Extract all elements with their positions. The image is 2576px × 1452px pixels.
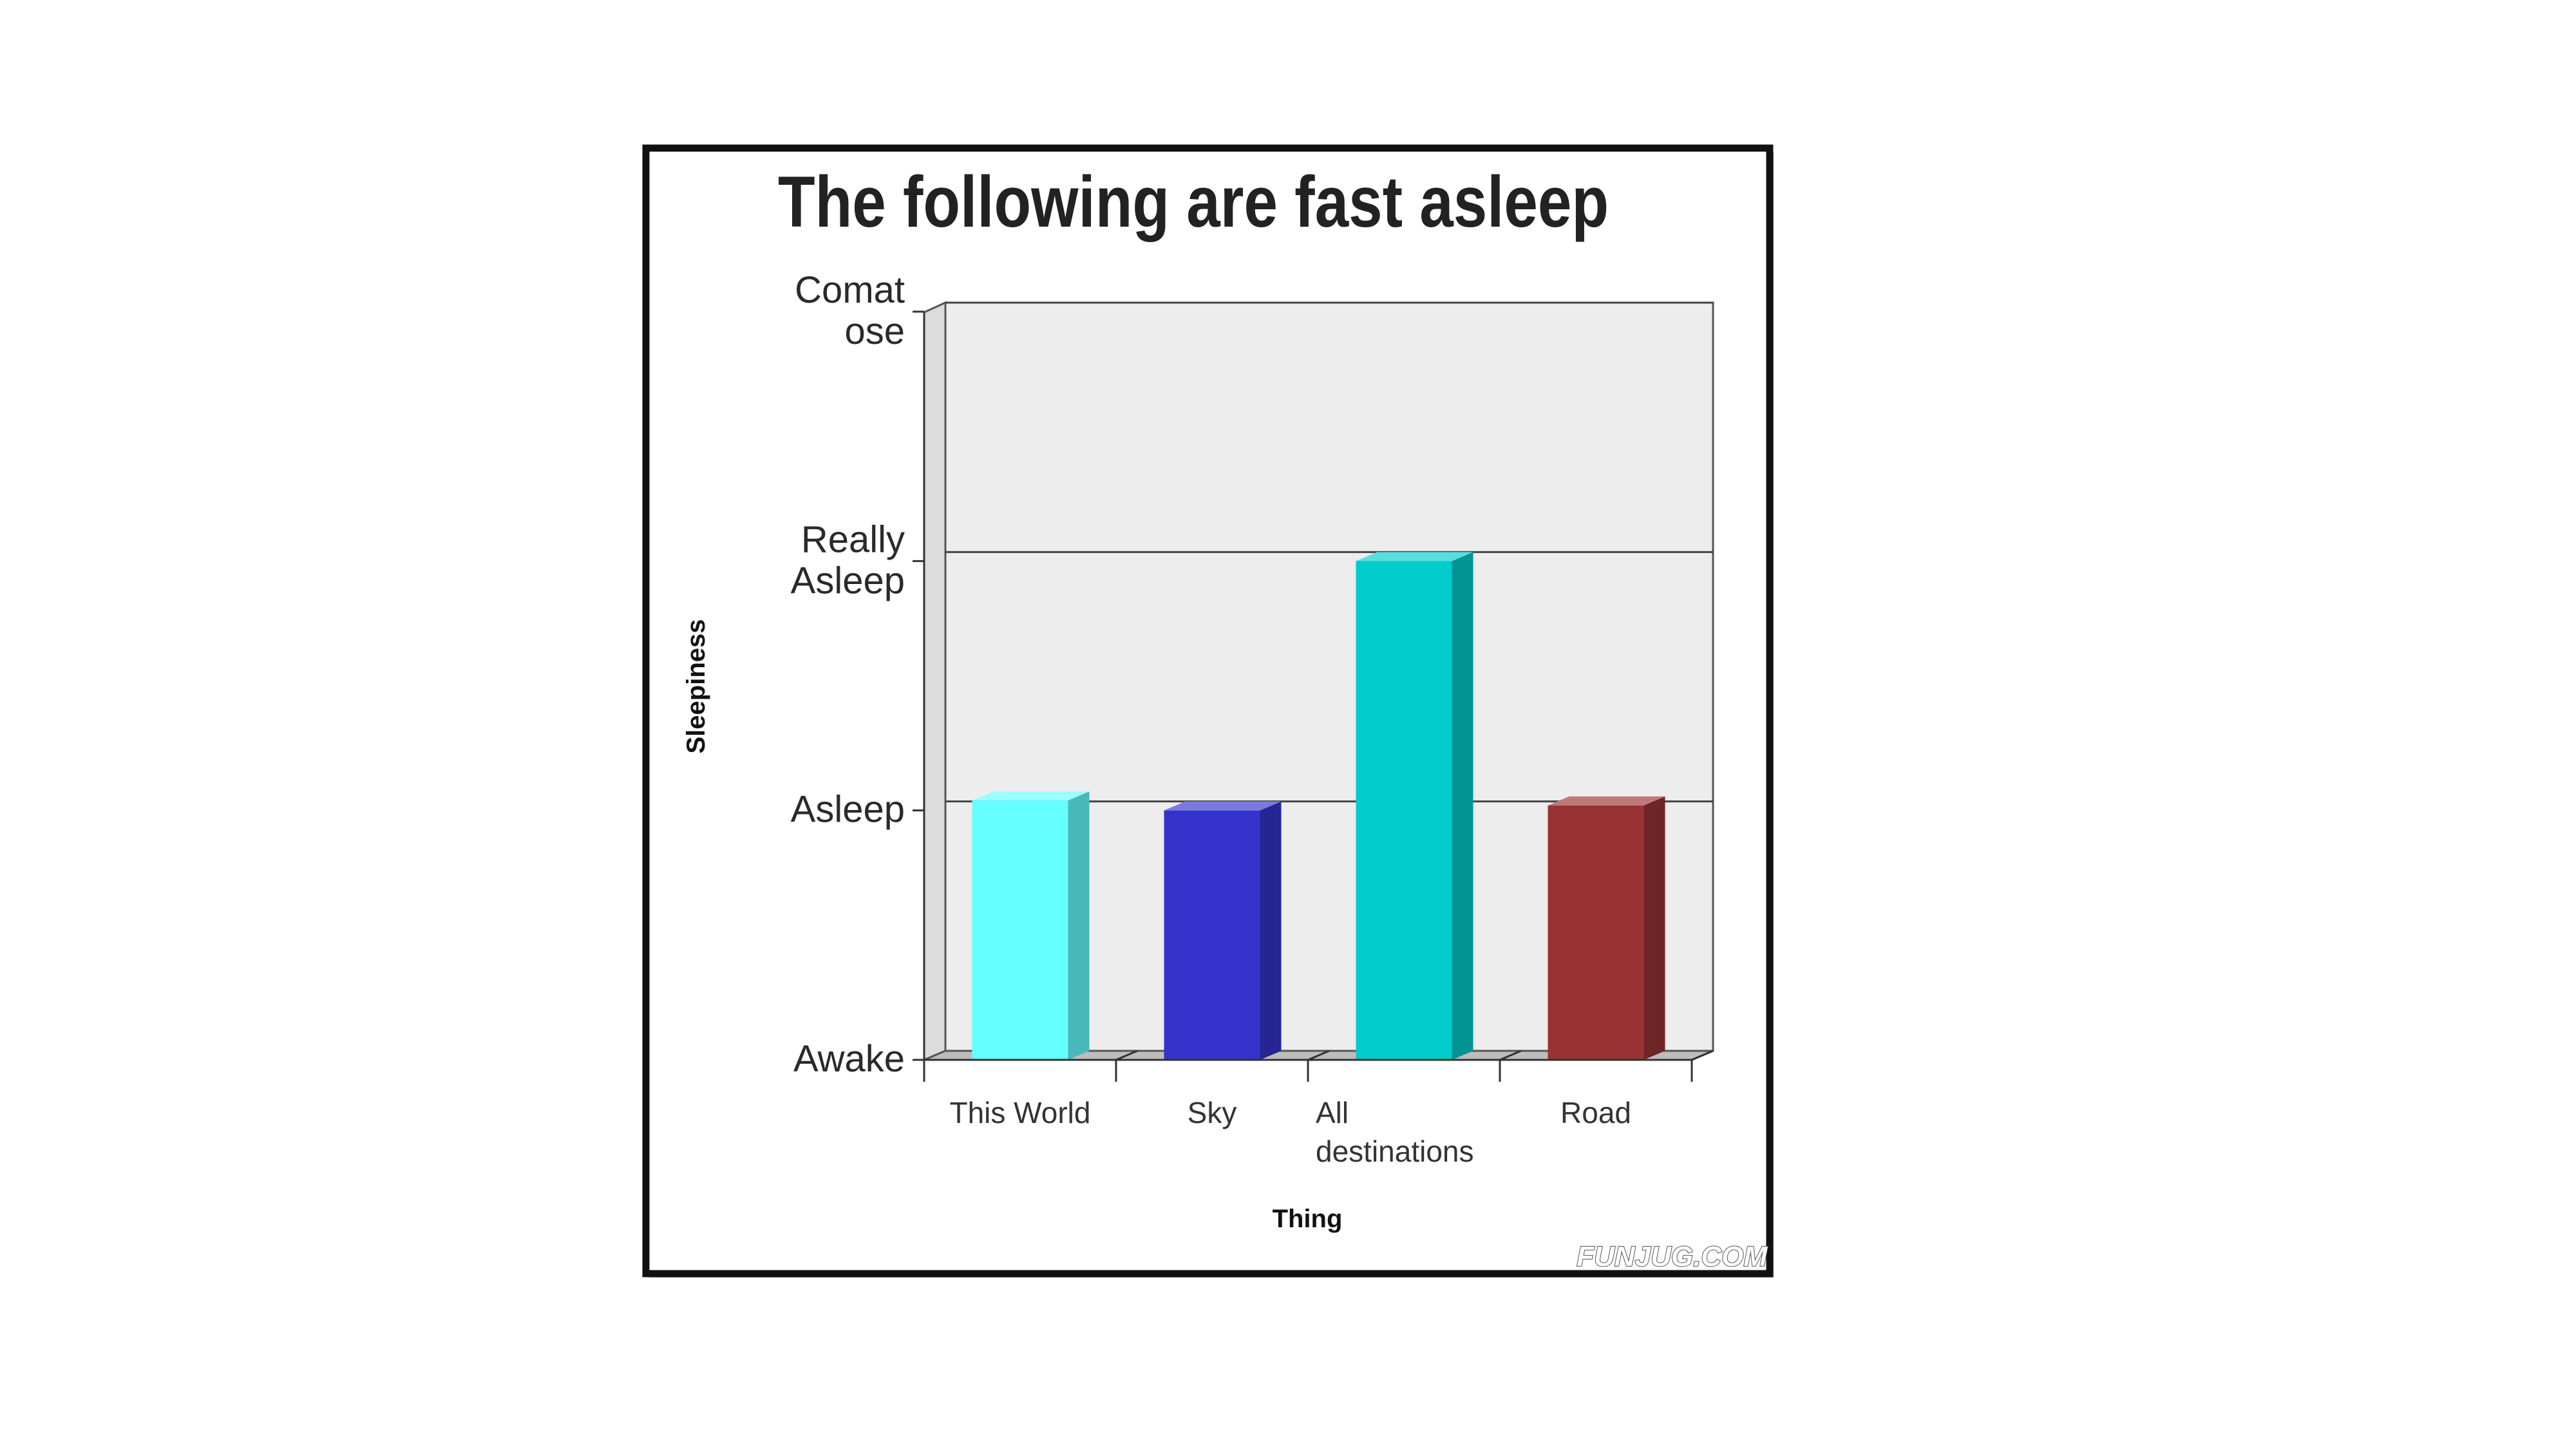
watermark-text: FUNJUG.COM <box>1577 1241 1768 1272</box>
x-axis-title: Thing <box>1273 1205 1343 1233</box>
y-tick-label-line: Awake <box>793 1038 905 1080</box>
y-axis-title: Sleepiness <box>682 619 710 753</box>
x-tick-label-0: This World <box>950 1096 1091 1129</box>
floor-divider-2 <box>1499 1050 1522 1061</box>
x-tick-label-2: All destinations <box>1316 1096 1474 1168</box>
y-tick-label-line: Comat <box>795 269 905 311</box>
y-tick-label-line: Really <box>801 518 905 560</box>
bar-side <box>1643 796 1665 1060</box>
bars <box>972 552 1665 1060</box>
y-tick-label-line: Asleep <box>791 560 905 601</box>
chart-title: The following are fast asleep <box>778 162 1609 242</box>
floor-divider-0 <box>1115 1050 1138 1061</box>
bar-front <box>1548 805 1644 1060</box>
y-tick-label-3: Comat ose <box>795 269 905 352</box>
x-tick-label-line: Sky <box>1188 1096 1237 1129</box>
y-tick-label-2: Really Asleep <box>791 518 905 601</box>
bar-side <box>1260 801 1282 1060</box>
bar-2 <box>1356 552 1473 1060</box>
x-axis: This World Sky All destinations Road <box>923 1050 1714 1168</box>
bar-top <box>1164 801 1282 811</box>
x-tick-label-line: destinations <box>1316 1135 1474 1168</box>
bar-side <box>1068 791 1090 1060</box>
y-tick-label-1: Asleep <box>791 789 905 831</box>
y-tick-label-line: Asleep <box>791 789 905 831</box>
y-tick-label-0: Awake <box>793 1038 905 1080</box>
bar-top <box>972 791 1090 801</box>
y-tick-label-line: ose <box>844 310 905 352</box>
x-tick-label-1: Sky <box>1188 1096 1237 1129</box>
bar-front <box>1164 810 1260 1060</box>
bar-top <box>1548 796 1665 806</box>
bar-side <box>1452 552 1473 1060</box>
x-tick-label-3: Road <box>1560 1096 1631 1129</box>
plot-side-wall <box>923 301 947 1062</box>
floor-divider-1 <box>1307 1050 1330 1061</box>
bar-0 <box>972 791 1090 1060</box>
x-tick-label-line: This World <box>950 1096 1091 1129</box>
x-tick-label-line: All <box>1316 1096 1349 1129</box>
bar-top <box>1356 552 1473 561</box>
bar-1 <box>1164 801 1282 1060</box>
bar-3 <box>1548 796 1665 1060</box>
bar-front <box>972 800 1068 1060</box>
bar-front <box>1356 561 1452 1060</box>
x-tick-label-line: Road <box>1560 1096 1631 1129</box>
floor-divider-3 <box>1691 1050 1714 1061</box>
